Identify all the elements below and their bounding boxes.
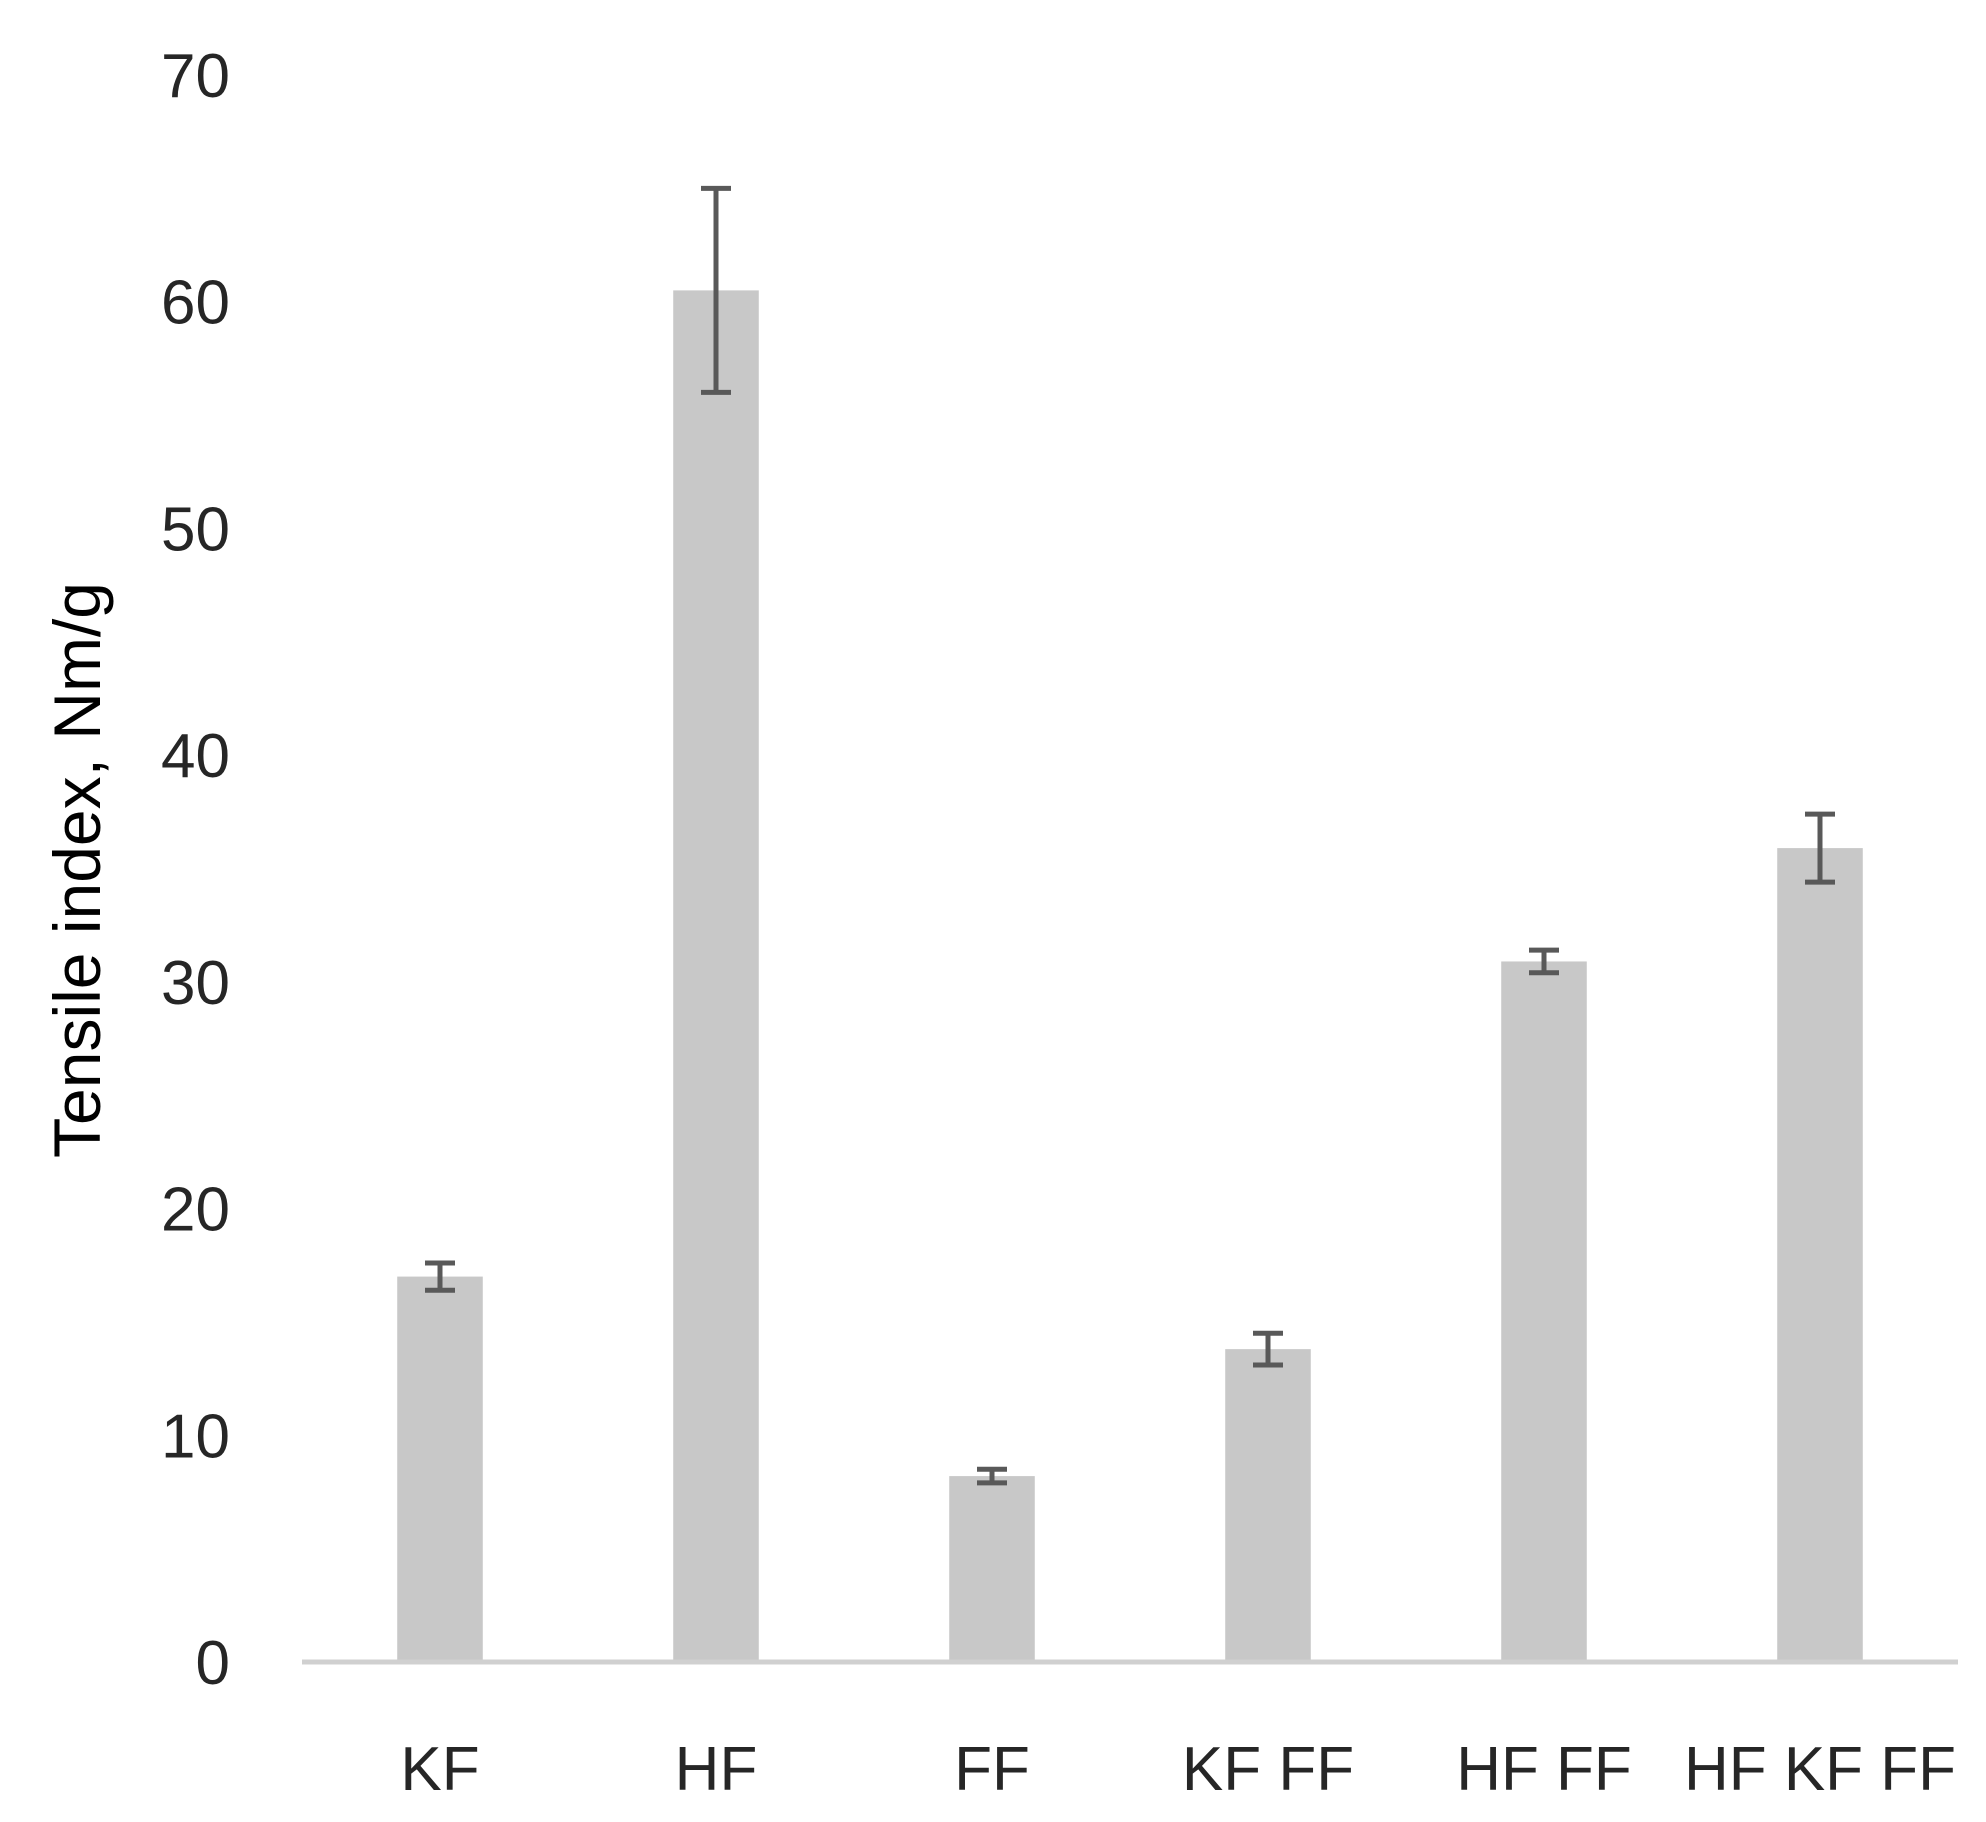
y-tick-label: 0 <box>196 1629 230 1698</box>
error-bar <box>1529 947 1559 976</box>
y-tick-label: 60 <box>161 269 230 338</box>
bar <box>673 290 759 1663</box>
error-bar <box>977 1466 1007 1486</box>
bar-series <box>397 185 1863 1663</box>
x-tick-label: HF KF FF <box>1684 1735 1956 1804</box>
x-tick-label: HF FF <box>1456 1735 1632 1804</box>
x-tick-label: HF <box>675 1735 758 1804</box>
bar <box>397 1276 483 1662</box>
y-tick-label: 70 <box>161 42 230 111</box>
error-bar <box>1805 811 1835 885</box>
y-axis-tick-labels: 0 10 20 30 40 50 60 70 <box>161 42 230 1698</box>
y-tick-label: 40 <box>161 722 230 791</box>
x-tick-label: KF FF <box>1182 1735 1354 1804</box>
bar <box>1225 1349 1311 1662</box>
error-bar <box>1253 1330 1283 1368</box>
bar <box>1777 848 1863 1662</box>
y-tick-label: 10 <box>161 1402 230 1471</box>
y-tick-label: 20 <box>161 1176 230 1245</box>
x-tick-label: FF <box>954 1735 1030 1804</box>
error-bar <box>701 185 731 395</box>
bar <box>1501 961 1587 1662</box>
x-tick-label: KF <box>400 1735 479 1804</box>
x-axis-tick-labels: KF HF FF KF FF HF FF HF KF FF <box>400 1735 1956 1804</box>
bar <box>949 1476 1035 1662</box>
y-axis-title: Tensile index, Nm/g <box>40 582 114 1158</box>
error-bar <box>425 1260 455 1293</box>
y-tick-label: 50 <box>161 495 230 564</box>
y-tick-label: 30 <box>161 949 230 1018</box>
